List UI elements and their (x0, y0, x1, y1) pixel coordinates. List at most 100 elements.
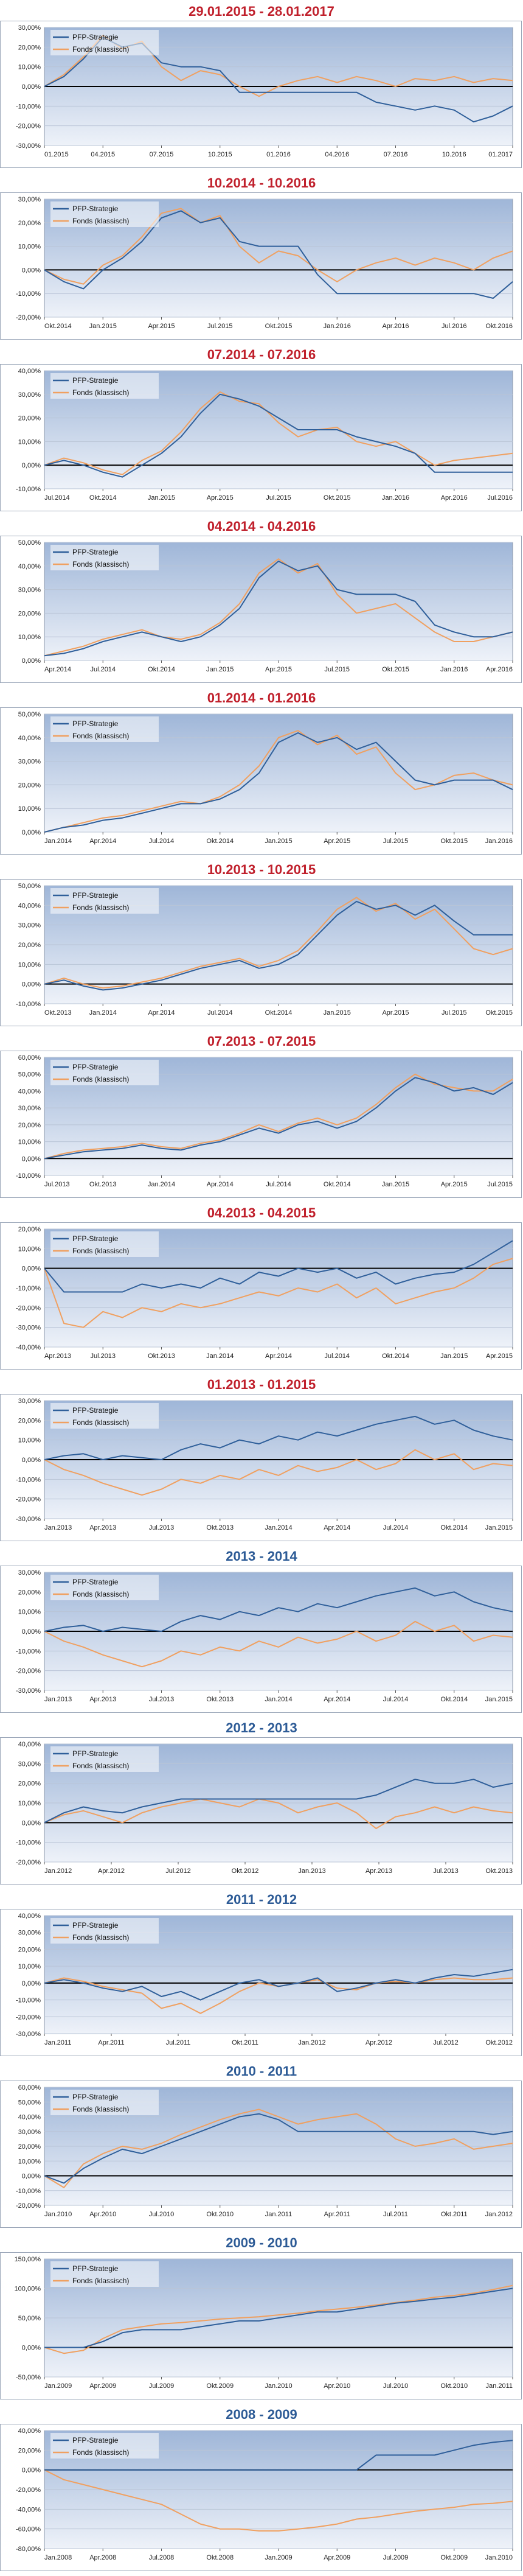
y-tick-label: 40,00% (18, 1741, 41, 1748)
legend-label: PFP-Strategie (72, 33, 119, 41)
chart-title: 01.2013 - 01.2015 (207, 1377, 316, 1392)
chart-panel: 01.2014 - 01.2016 0,00% 10,00% 20,00% 30,00%… (0, 687, 523, 858)
legend-box (50, 1403, 159, 1429)
x-tick-label: Jan.2014 (148, 1181, 175, 1188)
chart-panel: 29.01.2015 - 28.01.2017 -30,00% -20,00% -10… (0, 0, 523, 172)
legend-label: PFP-Strategie (72, 1406, 119, 1415)
legend-label: Fonds (klassisch) (72, 2277, 129, 2285)
y-tick-label: 0,00% (22, 2173, 41, 2180)
x-tick-label: Jan.2015 (89, 323, 117, 330)
legend-label: Fonds (klassisch) (72, 560, 129, 569)
legend-label: PFP-Strategie (72, 2093, 119, 2101)
x-tick-label: Jul.2013 (433, 1867, 459, 1875)
legend-label: Fonds (klassisch) (72, 732, 129, 740)
x-tick-label: Jul.2010 (383, 2382, 409, 2390)
chart-panel: 04.2013 - 04.2015 -40,00% -30,00% -20,00% -1… (0, 1202, 523, 1373)
legend-box (50, 2433, 159, 2459)
chart-panel: 2012 - 2013 -20,00% -10,00% 0,00% 10,00% 20,0… (0, 1717, 523, 1888)
y-tick-label: 20,00% (18, 1780, 41, 1788)
x-tick-label: Jul.2013 (149, 1524, 175, 1531)
x-tick-label: Okt.2009 (206, 2382, 234, 2390)
y-tick-label: 40,00% (18, 1088, 41, 1095)
chart-title: 04.2013 - 04.2015 (207, 1205, 316, 1220)
y-tick-label: -30,00% (16, 2031, 41, 2038)
chart-frame: -80,00% -60,00% -40,00% -20,00% 0,00% 20,00% 4… (0, 2424, 522, 2571)
series-line-pfp (44, 2287, 513, 2348)
legend-box (50, 1746, 159, 1772)
chart-title: 2008 - 2009 (226, 2407, 297, 2422)
x-tick-label: Apr.2014 (324, 1524, 350, 1531)
legend-label: PFP-Strategie (72, 376, 119, 385)
legend-box (50, 1060, 159, 1085)
x-tick-label: Okt.2009 (440, 2554, 468, 2561)
legend-label: Fonds (klassisch) (72, 1247, 129, 1255)
chart-title: 2011 - 2012 (226, 1892, 297, 1907)
legend-label: Fonds (klassisch) (72, 1762, 129, 1770)
y-tick-label: 10,00% (18, 961, 41, 968)
x-tick-label: Jan.2015 (206, 666, 234, 673)
series-line-pfp (44, 1969, 513, 2001)
x-tick-label: Jul.2015 (266, 494, 291, 502)
x-tick-label: Jul.2015 (442, 1009, 467, 1017)
series-line-pfp (44, 393, 513, 478)
series-line-fonds (44, 2284, 513, 2354)
y-tick-label: 40,00% (18, 902, 41, 909)
y-tick-label: 10,00% (18, 1139, 41, 1146)
chart-frame: 0,00% 10,00% 20,00% 30,00% 40,00% 50,00% Jan.2… (0, 707, 522, 855)
line-chart: -20,00% -10,00% 0,00% 10,00% 20,00% 30,00% Okt… (16, 196, 513, 330)
y-tick-label: 30,00% (18, 391, 41, 399)
legend-label: PFP-Strategie (72, 548, 119, 556)
legend: PFP-Strategie Fonds (klassisch) (50, 1575, 159, 1600)
legend: PFP-Strategie Fonds (klassisch) (50, 545, 159, 570)
x-tick-label: Jul.2014 (324, 1353, 350, 1360)
x-tick-label: Okt.2015 (440, 838, 468, 845)
chart-title: 07.2014 - 07.2016 (207, 347, 316, 362)
series-line-pfp (44, 1779, 513, 1824)
y-tick-label: 10,00% (18, 1245, 41, 1253)
y-tick-label: 30,00% (18, 1930, 41, 1937)
x-tick-label: Jan.2016 (382, 494, 409, 502)
y-tick-label: 50,00% (18, 883, 41, 890)
legend: PFP-Strategie Fonds (klassisch) (50, 2433, 159, 2459)
legend-label: PFP-Strategie (72, 1234, 119, 1243)
y-tick-label: -10,00% (16, 486, 41, 493)
chart-frame: -10,00% 0,00% 10,00% 20,00% 30,00% 40,00% 50,0… (0, 1051, 522, 1198)
chart-frame: -40,00% -30,00% -20,00% -10,00% 0,00% 10,00% 2… (0, 1222, 522, 1370)
y-tick-label: -10,00% (16, 2188, 41, 2195)
chart-title: 2013 - 2014 (226, 1549, 297, 1564)
y-tick-label: 0,00% (22, 2345, 41, 2352)
y-tick-label: -20,00% (16, 123, 41, 130)
chart-panel: 04.2014 - 04.2016 0,00% 10,00% 20,00% 30,00%… (0, 515, 523, 687)
chart-title: 2012 - 2013 (226, 1720, 297, 1735)
y-tick-label: 10,00% (18, 805, 41, 813)
legend: PFP-Strategie Fonds (klassisch) (50, 888, 159, 914)
series-line-pfp (44, 900, 513, 991)
x-tick-label: Jul.2013 (90, 1353, 116, 1360)
legend-label: PFP-Strategie (72, 719, 119, 728)
chart-panel: 2013 - 2014 -30,00% -20,00% -10,00% 0,00% 10,… (0, 1545, 523, 1717)
x-tick-label: Jul.2010 (149, 2211, 175, 2218)
x-tick-label: Jan.2015 (382, 1181, 409, 1188)
x-tick-label: Okt.2015 (485, 1009, 513, 1017)
x-tick-label: Jul.2013 (149, 1696, 175, 1703)
x-tick-label: Apr.2010 (89, 2211, 116, 2218)
series-line-pfp (44, 210, 513, 299)
legend: PFP-Strategie Fonds (klassisch) (50, 201, 159, 227)
y-tick-label: 30,00% (18, 1760, 41, 1768)
y-tick-label: 10,00% (18, 1609, 41, 1616)
y-tick-label: 0,00% (22, 1628, 41, 1636)
x-tick-label: Jul.2014 (207, 1009, 233, 1017)
y-tick-label: 40,00% (18, 368, 41, 375)
y-tick-label: 30,00% (18, 1105, 41, 1112)
x-tick-label: Jul.2015 (324, 666, 350, 673)
x-tick-label: Jan.2013 (44, 1524, 72, 1531)
x-tick-label: Apr.2008 (89, 2554, 116, 2561)
series-line-fonds (44, 2469, 513, 2532)
x-tick-label: Apr.2012 (98, 1867, 125, 1875)
y-tick-label: -10,00% (16, 1997, 41, 2004)
line-chart: 0,00% 10,00% 20,00% 30,00% 40,00% 50,00% Jan.2… (18, 711, 513, 845)
legend-label: Fonds (klassisch) (72, 1590, 129, 1598)
x-tick-label: Jan.2014 (265, 1696, 292, 1703)
chart-panel: 2010 - 2011 -20,00% -10,00% 0,00% 10,00% 20,0… (0, 2060, 523, 2231)
chart-title: 10.2014 - 10.2016 (207, 175, 316, 191)
